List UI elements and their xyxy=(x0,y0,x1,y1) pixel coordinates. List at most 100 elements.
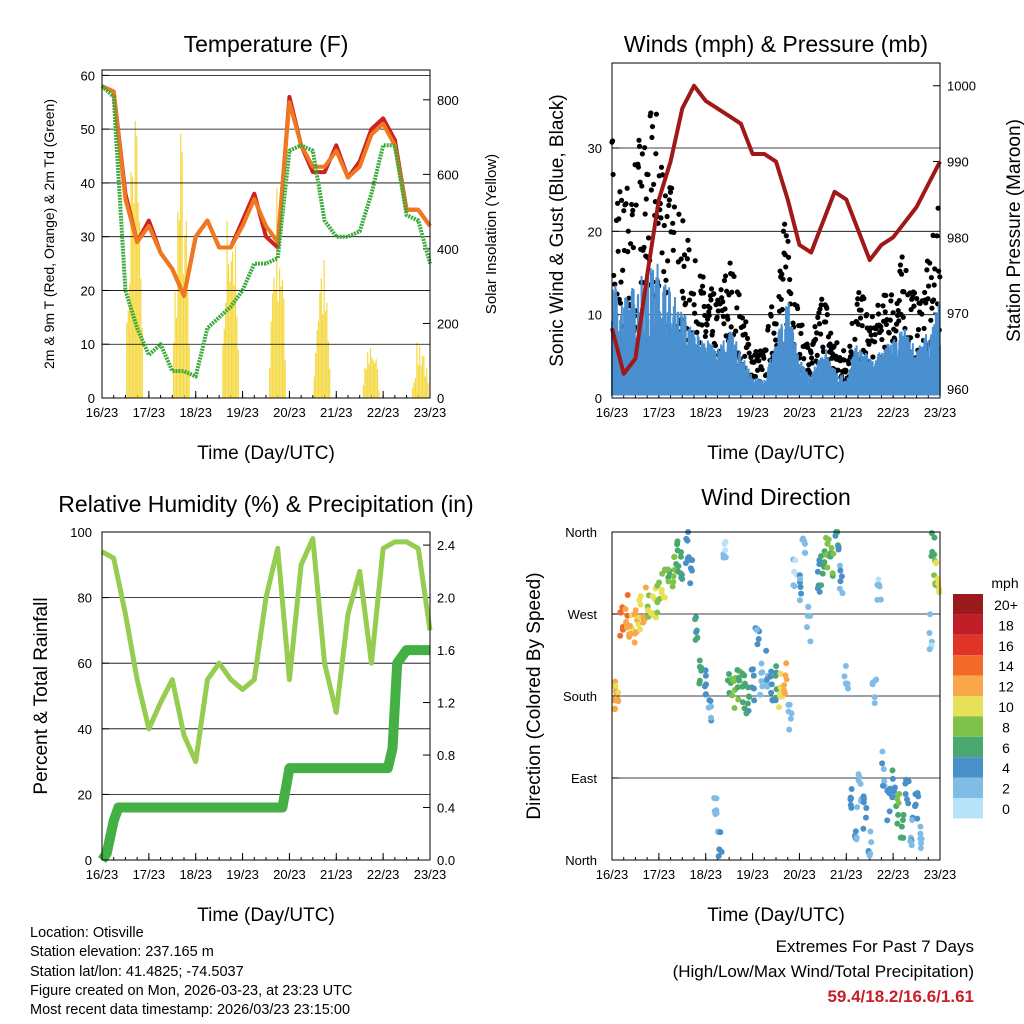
gust-point xyxy=(799,322,805,328)
direction-point xyxy=(900,811,907,818)
gust-point xyxy=(708,286,715,292)
plot-frame xyxy=(101,531,431,861)
gust-point xyxy=(666,202,672,208)
panel-2 xyxy=(101,853,431,860)
extremes-subtitle: (High/Low/Max Wind/Total Precipitation) xyxy=(672,962,974,981)
direction-point xyxy=(670,573,677,580)
gust-point xyxy=(790,320,796,326)
direction-point xyxy=(866,852,873,859)
gust-point xyxy=(896,318,902,324)
direction-point xyxy=(933,559,940,566)
gust-point xyxy=(752,373,758,380)
extremes-title: Extremes For Past 7 Days xyxy=(775,937,974,956)
y-tick-label: North xyxy=(565,853,597,868)
direction-point xyxy=(797,583,804,590)
direction-point xyxy=(788,710,795,717)
panel-0 xyxy=(101,391,431,398)
direction-point xyxy=(636,626,643,633)
direction-point xyxy=(665,578,672,585)
direction-point xyxy=(671,553,678,560)
direction-point xyxy=(855,777,862,784)
gust-point xyxy=(639,183,645,189)
gust-point xyxy=(902,325,908,332)
gust-point xyxy=(658,215,664,221)
direction-point xyxy=(640,617,647,624)
direction-point xyxy=(656,579,663,586)
x-tick-label: 23/23 xyxy=(924,867,957,882)
direction-point xyxy=(807,613,814,620)
y-right-tick-label: 1.2 xyxy=(437,696,455,711)
series-precipitation xyxy=(97,645,430,863)
plot-frame xyxy=(611,531,941,861)
gust-point xyxy=(914,296,920,302)
gust-point xyxy=(659,250,665,256)
direction-point xyxy=(934,575,941,582)
gust-point xyxy=(787,276,793,283)
direction-point xyxy=(682,560,689,567)
direction-point xyxy=(855,771,862,778)
direction-point xyxy=(654,597,661,604)
x-tick-label: 16/23 xyxy=(596,405,629,420)
direction-point xyxy=(763,647,770,654)
direction-point xyxy=(823,534,830,541)
x-tick-label: 17/23 xyxy=(643,405,676,420)
y-right-tick-label: 400 xyxy=(437,242,459,257)
y-tick-label: 60 xyxy=(78,656,92,671)
direction-point xyxy=(707,698,714,705)
gust-point xyxy=(671,229,677,236)
direction-point xyxy=(614,696,621,703)
gust-point xyxy=(718,287,724,293)
gust-point xyxy=(820,348,827,355)
gust-point xyxy=(846,361,852,367)
legend-swatch xyxy=(953,655,983,676)
gust-point xyxy=(621,208,627,214)
direction-point xyxy=(677,553,684,560)
gust-point xyxy=(862,350,869,356)
direction-point xyxy=(717,829,724,836)
y-right-tick-label: 970 xyxy=(947,306,969,321)
direction-point xyxy=(797,575,804,582)
direction-point xyxy=(768,668,775,675)
y-tick-label: 60 xyxy=(81,68,95,83)
series-9m-t xyxy=(101,84,432,298)
gust-point xyxy=(649,123,656,130)
x-tick-label: 20/23 xyxy=(783,867,816,882)
gust-point xyxy=(684,256,690,262)
gust-point xyxy=(783,233,789,239)
gust-point xyxy=(648,110,654,116)
gust-point xyxy=(883,321,889,328)
direction-point xyxy=(617,632,624,639)
gust-point xyxy=(869,314,875,320)
legend-label: 4 xyxy=(1002,760,1010,776)
direction-point xyxy=(642,584,649,591)
y-tick-label: 20 xyxy=(588,224,602,239)
x-tick-label: 23/23 xyxy=(924,405,957,420)
direction-point xyxy=(836,585,843,592)
legend-swatch xyxy=(953,594,983,615)
gust-point xyxy=(642,145,648,151)
gust-point xyxy=(854,301,860,307)
direction-point xyxy=(734,666,741,673)
gust-point xyxy=(704,322,710,328)
gust-point xyxy=(769,304,775,310)
gust-point xyxy=(816,321,823,327)
direction-point xyxy=(889,767,896,774)
gust-point xyxy=(624,185,630,191)
direction-point xyxy=(816,588,823,595)
direction-point xyxy=(753,626,760,633)
gust-point xyxy=(630,244,636,251)
gust-point xyxy=(623,201,629,207)
direction-point xyxy=(879,760,886,767)
gust-point xyxy=(664,213,670,220)
gust-point xyxy=(740,323,747,329)
direction-point xyxy=(926,630,933,637)
direction-point xyxy=(785,701,792,708)
legend-swatch xyxy=(953,777,983,798)
direction-point xyxy=(843,681,850,688)
y-right-tick-label: 600 xyxy=(437,167,459,182)
gust-point xyxy=(681,263,687,269)
legend-label: 18 xyxy=(998,617,1014,633)
gust-point xyxy=(701,303,707,310)
x-tick-label: 17/23 xyxy=(133,405,166,420)
gust-point xyxy=(642,211,648,217)
